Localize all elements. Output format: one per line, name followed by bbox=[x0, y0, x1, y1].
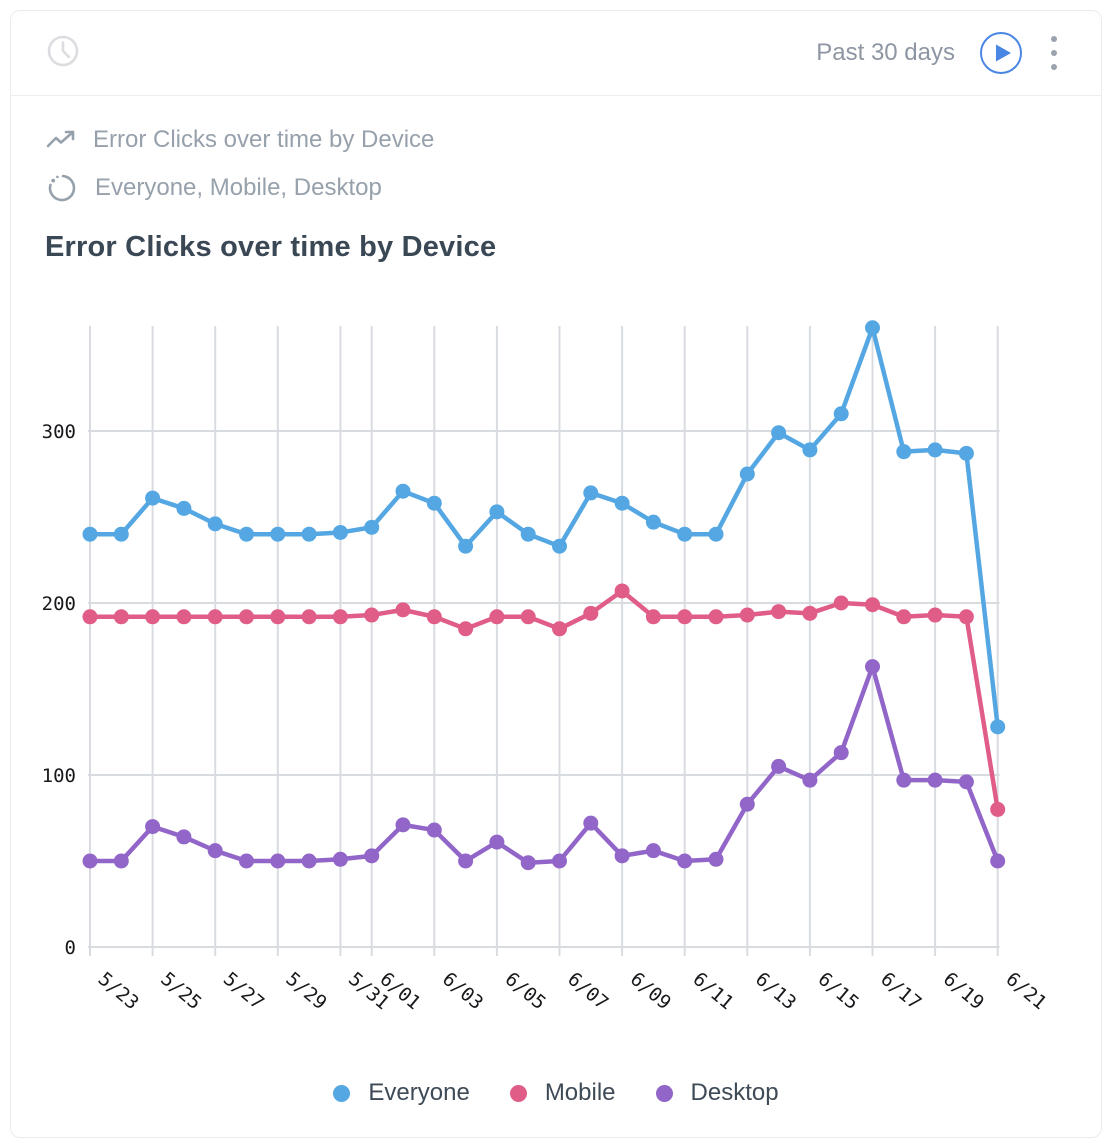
chart-legend: Everyone Mobile Desktop bbox=[11, 1079, 1101, 1107]
legend-dot bbox=[655, 1084, 673, 1102]
svg-text:5/29: 5/29 bbox=[282, 968, 331, 1014]
svg-text:200: 200 bbox=[42, 593, 76, 615]
svg-text:5/25: 5/25 bbox=[156, 968, 205, 1014]
svg-text:0: 0 bbox=[65, 937, 76, 959]
svg-text:6/15: 6/15 bbox=[814, 968, 863, 1014]
legend-label: Mobile bbox=[544, 1079, 616, 1106]
play-icon bbox=[980, 32, 1022, 74]
svg-text:6/03: 6/03 bbox=[438, 968, 487, 1014]
kebab-menu-button[interactable] bbox=[1047, 31, 1061, 75]
spinner-icon bbox=[45, 171, 79, 205]
svg-text:5/27: 5/27 bbox=[219, 968, 268, 1014]
svg-text:6/07: 6/07 bbox=[563, 968, 612, 1014]
svg-text:100: 100 bbox=[42, 765, 76, 787]
svg-text:6/09: 6/09 bbox=[626, 968, 675, 1014]
trending-up-icon bbox=[45, 126, 77, 154]
svg-text:6/21: 6/21 bbox=[1001, 968, 1050, 1014]
widget-header: Past 30 days bbox=[11, 11, 1101, 96]
chart-widget-card: Past 30 days bbox=[10, 10, 1102, 1138]
legend-item-desktop[interactable]: Desktop bbox=[655, 1079, 779, 1107]
legend-dot bbox=[509, 1084, 527, 1102]
legend-label: Desktop bbox=[690, 1079, 779, 1106]
page-title: Error Clicks over time by Device bbox=[45, 231, 497, 263]
legend-item-mobile[interactable]: Mobile bbox=[509, 1079, 616, 1107]
svg-text:300: 300 bbox=[42, 421, 76, 443]
svg-text:6/05: 6/05 bbox=[501, 968, 550, 1014]
svg-text:5/23: 5/23 bbox=[94, 968, 143, 1014]
legend-label: Everyone bbox=[368, 1079, 470, 1106]
clock-icon bbox=[43, 31, 83, 76]
svg-text:6/13: 6/13 bbox=[751, 968, 800, 1014]
metric-label: Error Clicks over time by Device bbox=[93, 126, 435, 153]
segments-row: Everyone, Mobile, Desktop bbox=[45, 171, 1101, 205]
widget-meta: Error Clicks over time by Device Everyon… bbox=[11, 96, 1101, 205]
header-actions: Past 30 days bbox=[816, 31, 1061, 75]
legend-item-everyone[interactable]: Everyone bbox=[333, 1079, 470, 1107]
svg-text:6/11: 6/11 bbox=[688, 968, 737, 1014]
time-range-label: Past 30 days bbox=[816, 39, 955, 66]
segments-label: Everyone, Mobile, Desktop bbox=[95, 174, 382, 201]
metric-row: Error Clicks over time by Device bbox=[45, 126, 1101, 154]
kebab-menu-icon bbox=[1051, 36, 1057, 70]
legend-dot bbox=[333, 1084, 351, 1102]
svg-text:6/17: 6/17 bbox=[876, 968, 925, 1014]
svg-text:6/19: 6/19 bbox=[939, 968, 988, 1014]
play-button[interactable] bbox=[979, 31, 1023, 75]
